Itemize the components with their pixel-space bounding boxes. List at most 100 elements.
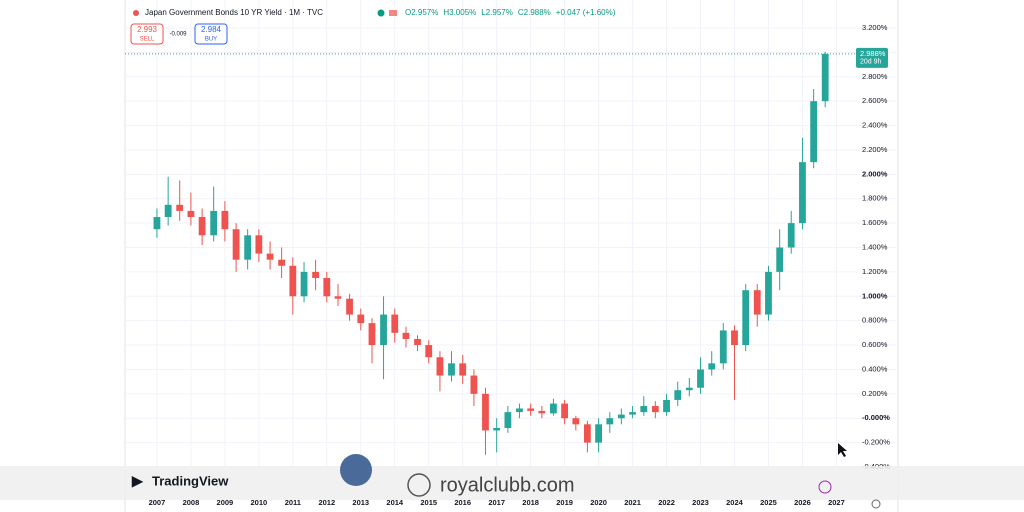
candle-body	[198, 217, 206, 236]
y-tick-label: 0.600%	[862, 340, 888, 349]
y-tick-label: 1.000%	[862, 291, 888, 300]
y-tick-label: 2.200%	[862, 145, 888, 154]
candle-body	[289, 265, 297, 297]
watermark: TradingView	[152, 473, 229, 488]
ohlc-value: L2.957%	[481, 8, 513, 17]
y-tick-label: -0.000%	[862, 413, 890, 422]
candle-body	[765, 271, 772, 315]
candle-body	[368, 323, 376, 346]
cursor	[838, 443, 847, 457]
candle-body	[583, 424, 591, 443]
spread: -0.009	[169, 32, 187, 38]
candle-body	[719, 330, 727, 364]
candle-body	[436, 357, 444, 376]
candle-body	[640, 406, 648, 413]
y-tick-label: 0.200%	[862, 389, 888, 398]
candle-body	[493, 427, 501, 431]
symbol-icon	[133, 10, 139, 16]
x-tick-label: 2010	[251, 498, 268, 507]
chart-pane	[125, 0, 900, 512]
chart-title: Japan Government Bonds 10 YR Yield · 1M …	[145, 8, 323, 17]
candle-body	[617, 414, 625, 419]
candle-body	[176, 204, 184, 211]
buy-price[interactable]: 2.984	[201, 25, 222, 34]
buy-label[interactable]: BUY	[205, 37, 217, 43]
globe-icon	[407, 473, 431, 497]
x-tick-label: 2008	[183, 498, 200, 507]
buy-button[interactable]	[194, 23, 228, 45]
settings-icon[interactable]	[871, 499, 881, 509]
x-tick-label: 2018	[522, 498, 539, 507]
tv-logo: ▶	[131, 473, 144, 489]
y-tick-label: 2.800%	[862, 72, 888, 81]
x-tick-label: 2021	[624, 498, 641, 507]
countdown: 20d 9h	[860, 59, 882, 66]
y-tick-label: 0.400%	[862, 364, 888, 373]
candle-body	[538, 410, 546, 414]
candle-body	[629, 412, 636, 415]
candle-body	[459, 363, 467, 376]
last-price-label: 2.988%	[860, 49, 886, 58]
candle-body	[244, 235, 252, 260]
y-tick-label: 2.400%	[862, 121, 888, 130]
ohlc-value: C2.988%	[518, 8, 551, 17]
sell-price[interactable]: 2.993	[137, 25, 158, 34]
status-dot[interactable]	[377, 9, 385, 17]
candle-body	[482, 393, 489, 431]
candles	[125, 51, 855, 455]
candle-body	[210, 210, 218, 236]
candle-body	[232, 229, 240, 260]
y-tick-label: -0.200%	[862, 438, 890, 447]
y-tick-label: 1.800%	[862, 194, 888, 203]
candle-body	[380, 314, 387, 346]
candle-body	[674, 390, 682, 400]
x-tick-label: 2022	[658, 498, 675, 507]
candle-body	[561, 403, 569, 419]
x-tick-label: 2007	[149, 498, 166, 507]
ohlc-value: H3.005%	[443, 8, 476, 17]
candle-body	[402, 332, 410, 339]
last-price-box	[856, 47, 888, 68]
ohlc-value: +0.047 (+1.60%)	[556, 8, 616, 17]
candle-body	[697, 369, 704, 388]
candle-body	[516, 408, 523, 413]
candle-body	[504, 412, 512, 428]
candle-body	[153, 217, 161, 230]
candle-body	[357, 314, 365, 324]
candle-body	[572, 418, 580, 425]
candle-body	[346, 298, 353, 315]
candle-body	[221, 210, 229, 230]
status-icon[interactable]	[389, 10, 397, 16]
x-tick-label: 2012	[318, 498, 335, 507]
sell-button[interactable]	[130, 23, 164, 45]
candle-body	[255, 235, 263, 254]
candle-body	[651, 406, 659, 413]
candle-body	[799, 162, 806, 224]
x-tick-label: 2009	[217, 498, 234, 507]
y-tick-label: 3.200%	[862, 23, 888, 32]
candle-body	[753, 290, 761, 315]
x-tick-label: 2014	[386, 498, 404, 507]
candle-body	[448, 363, 455, 376]
x-tick-label: 2024	[726, 498, 744, 507]
x-tick-label: 2016	[454, 498, 471, 507]
y-tick-label: 2.000%	[862, 169, 888, 178]
x-tick-label: 2023	[692, 498, 709, 507]
candle-body	[334, 296, 342, 299]
x-tick-label: 2015	[420, 498, 437, 507]
candle-body	[391, 314, 399, 333]
candle-body	[187, 210, 195, 218]
watermark-band	[0, 466, 1024, 500]
sell-label[interactable]: SELL	[140, 37, 155, 43]
candle-body	[663, 399, 670, 413]
candle-body	[810, 101, 818, 163]
candle-body	[527, 408, 535, 411]
x-tick-label: 2019	[556, 498, 573, 507]
candle-body	[312, 271, 319, 278]
lightning-icon[interactable]	[818, 480, 832, 494]
y-tick-label: 1.600%	[862, 218, 888, 227]
candle-body	[821, 53, 829, 102]
candle-body	[708, 363, 716, 370]
y-tick-label: 1.400%	[862, 242, 888, 251]
